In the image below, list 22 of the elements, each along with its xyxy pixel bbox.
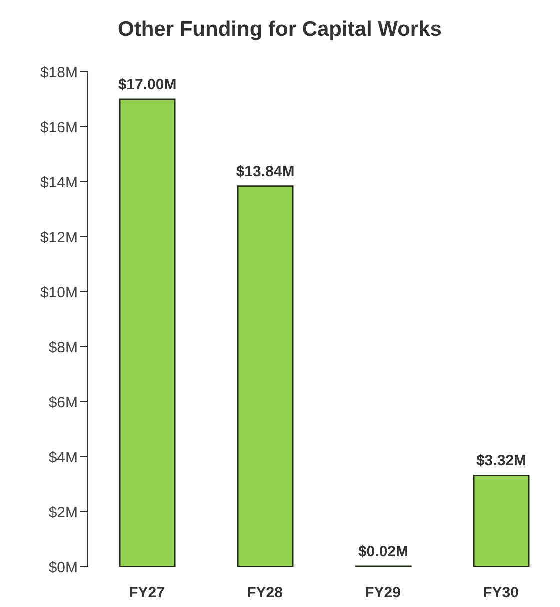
y-tick-label: $2M (48, 504, 78, 522)
y-tick-label: $10M (40, 284, 78, 302)
bar (237, 186, 294, 567)
bar (119, 98, 176, 567)
x-tick-label: FY27 (129, 584, 165, 602)
y-tick-label: $4M (48, 449, 78, 466)
data-label: $0.02M (358, 543, 409, 560)
x-tick-label: FY30 (483, 584, 519, 602)
y-tick-label: $6M (48, 394, 78, 412)
bar (473, 474, 530, 567)
chart-title: Other Funding for Capital Works (117, 18, 443, 42)
y-tick-label: $16M (40, 119, 78, 136)
y-tick-label: $14M (40, 174, 78, 192)
data-label: $13.84M (236, 163, 295, 180)
data-label: $17.00M (118, 76, 177, 94)
data-label: $3.32M (476, 452, 527, 470)
y-tick-label: $8M (48, 339, 78, 356)
y-tick-label: $12M (40, 229, 78, 246)
y-tick-label: $18M (40, 64, 78, 82)
x-tick-label: FY29 (365, 584, 401, 602)
y-tick-label: $0M (48, 559, 78, 576)
x-tick-label: FY28 (247, 584, 283, 602)
